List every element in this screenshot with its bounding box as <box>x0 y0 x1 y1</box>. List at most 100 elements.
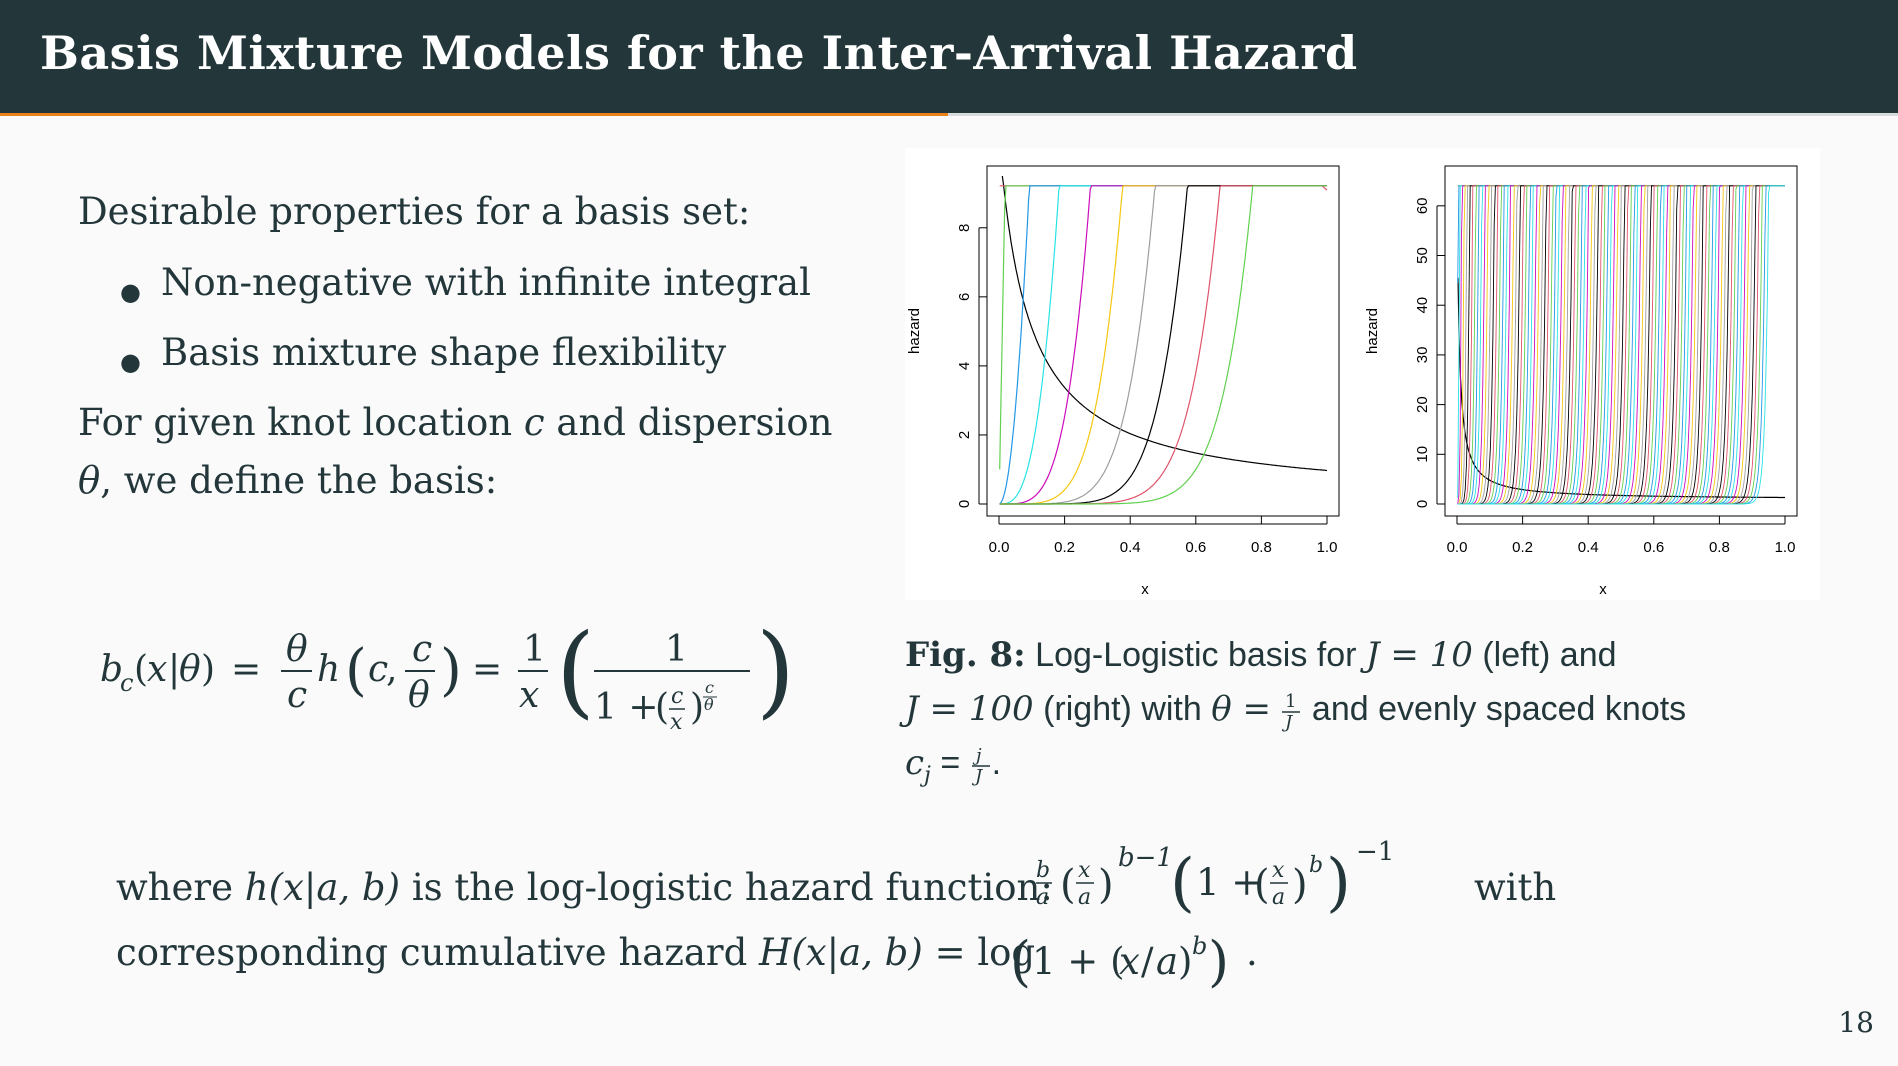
definition-line-1: For given knot location c and dispersion <box>78 401 832 444</box>
y-tick-label: 40 <box>1414 297 1431 314</box>
caption-math: c <box>905 743 925 783</box>
bullet-item: Non-negative with infinite integral <box>161 261 811 304</box>
x-tick-label: 0.4 <box>1120 539 1141 556</box>
cumulative-text: corresponding cumulative hazard <box>116 931 748 974</box>
y-tick-label: 20 <box>1414 396 1431 413</box>
svg-text:x: x <box>670 710 683 735</box>
svg-text:J: J <box>1281 712 1294 732</box>
y-tick-label: 10 <box>1414 446 1431 463</box>
svg-text:x: x <box>1119 940 1140 983</box>
caption-text: = <box>940 744 961 782</box>
svg-text:c: c <box>368 649 388 690</box>
math-theta: θ <box>78 459 101 502</box>
x-tick-label: 0.0 <box>989 539 1010 556</box>
with-text: with <box>1474 866 1557 909</box>
series-basis-line <box>1457 185 1785 505</box>
svg-text:c: c <box>705 678 714 697</box>
caption-text: and evenly spaced knots <box>1311 690 1687 728</box>
x-tick-label: 0.6 <box>1643 539 1664 556</box>
basis-formula: b c ( x | θ ) = θ c h ( c , c θ ) = 1 x … <box>100 612 795 735</box>
bullet-dot: ● <box>120 278 141 306</box>
svg-text:x: x <box>147 649 167 690</box>
caption-math: θ = <box>1211 689 1272 729</box>
series-basis-line <box>999 185 1327 505</box>
svg-text:1 +: 1 + <box>594 687 659 728</box>
caption-label: Fig. 8: <box>905 635 1026 675</box>
where-text: where <box>116 866 233 909</box>
frac-one-over-j: 1 J <box>1281 691 1301 733</box>
series-basis-line <box>999 185 1327 505</box>
svg-text:1: 1 <box>523 629 546 670</box>
series-basis-line <box>999 185 1327 505</box>
math-c: c <box>523 401 545 444</box>
svg-text:x: x <box>1078 858 1091 883</box>
svg-text:(: ( <box>556 612 595 729</box>
caption-text: . <box>991 744 1002 782</box>
x-tick-label: 1.0 <box>1775 539 1796 556</box>
svg-text:): ) <box>1326 846 1351 920</box>
definition-text: , we define the basis: <box>100 459 498 502</box>
y-tick-label: 0 <box>1414 500 1431 508</box>
svg-text:): ) <box>201 649 215 690</box>
svg-text:j: j <box>972 746 982 766</box>
svg-text:b−1: b−1 <box>1118 843 1173 873</box>
y-tick-label: 30 <box>1414 347 1431 364</box>
x-axis-label: x <box>1141 581 1149 598</box>
y-tick-label: 50 <box>1414 247 1431 264</box>
svg-text:1: 1 <box>1285 692 1296 712</box>
svg-text:b: b <box>1036 858 1050 883</box>
svg-text:(: ( <box>1170 846 1195 920</box>
chart-canvas: 0.0 0.2 0.4 0.6 0.8 1.0 0 2 4 6 8 x hazard 0.0 0.2 0.4 0… <box>906 165 1798 598</box>
svg-text:x: x <box>519 675 539 716</box>
svg-text:(: ( <box>1060 862 1076 908</box>
caption-math: J = 100 <box>905 689 1034 729</box>
svg-text:): ) <box>1292 862 1308 908</box>
svg-text:−1: −1 <box>1356 840 1394 867</box>
cumulative-formula: ( 1 + ( x / a ) b ) <box>1010 930 1229 993</box>
series-basis-line <box>999 185 1328 191</box>
caption-math: j <box>924 762 931 788</box>
series-envelope <box>1001 175 1328 472</box>
y-axis-label: hazard <box>1364 308 1381 354</box>
y-tick-label: 2 <box>956 431 973 439</box>
svg-text:): ) <box>690 687 704 728</box>
caption-math: J = 10 <box>1365 635 1473 675</box>
series-basis-line <box>1457 185 1785 505</box>
svg-text:θ: θ <box>286 629 308 670</box>
progress-bar <box>0 113 948 116</box>
svg-text:(: ( <box>1010 930 1031 993</box>
svg-text:(: ( <box>134 649 148 690</box>
frac-j-over-J: j J <box>971 745 990 787</box>
where-text: is the log-logistic hazard function: <box>411 866 1053 909</box>
caption-text: (right) with <box>1043 690 1202 728</box>
svg-text:b: b <box>100 649 123 690</box>
x-tick-label: 0.4 <box>1578 539 1599 556</box>
y-tick-label: 4 <box>956 362 973 370</box>
x-tick-label: 0.2 <box>1512 539 1533 556</box>
svg-text:c: c <box>412 629 432 670</box>
hazard-formula: b a ( x a ) b−1 ( 1 + ( x a ) b ) −1 <box>1036 840 1394 920</box>
svg-text:a: a <box>1156 940 1178 983</box>
bullet-dot: ● <box>120 348 141 376</box>
series-basis-line <box>999 185 1327 505</box>
svg-text:θ: θ <box>704 695 714 714</box>
caption-text: Log-Logistic basis for <box>1035 636 1357 674</box>
svg-text:1 + (: 1 + ( <box>1032 940 1125 983</box>
math-H: H(x|a, b) <box>759 931 923 974</box>
progress-bar-track <box>948 113 1898 116</box>
svg-text:h: h <box>317 649 340 690</box>
x-tick-label: 1.0 <box>1317 539 1338 556</box>
figure-caption: Fig. 8: Log-Logistic basis for J = 10 (l… <box>905 628 1805 803</box>
svg-text:/: / <box>1141 940 1154 983</box>
definition-text: and dispersion <box>556 401 833 444</box>
svg-text:b: b <box>1309 853 1323 878</box>
figure-plots: 0.0 0.2 0.4 0.6 0.8 1.0 0 2 4 6 8 x hazard 0.0 0.2 0.4 0… <box>905 148 1820 600</box>
series-basis-line <box>999 185 1327 505</box>
svg-text:θ: θ <box>408 675 430 716</box>
svg-text:|: | <box>168 649 180 690</box>
svg-text:a: a <box>1036 885 1049 910</box>
y-tick-label: 0 <box>956 500 973 508</box>
math-log: = log <box>934 931 1036 974</box>
y-tick-label: 60 <box>1414 197 1431 214</box>
svg-text:a: a <box>1272 885 1285 910</box>
